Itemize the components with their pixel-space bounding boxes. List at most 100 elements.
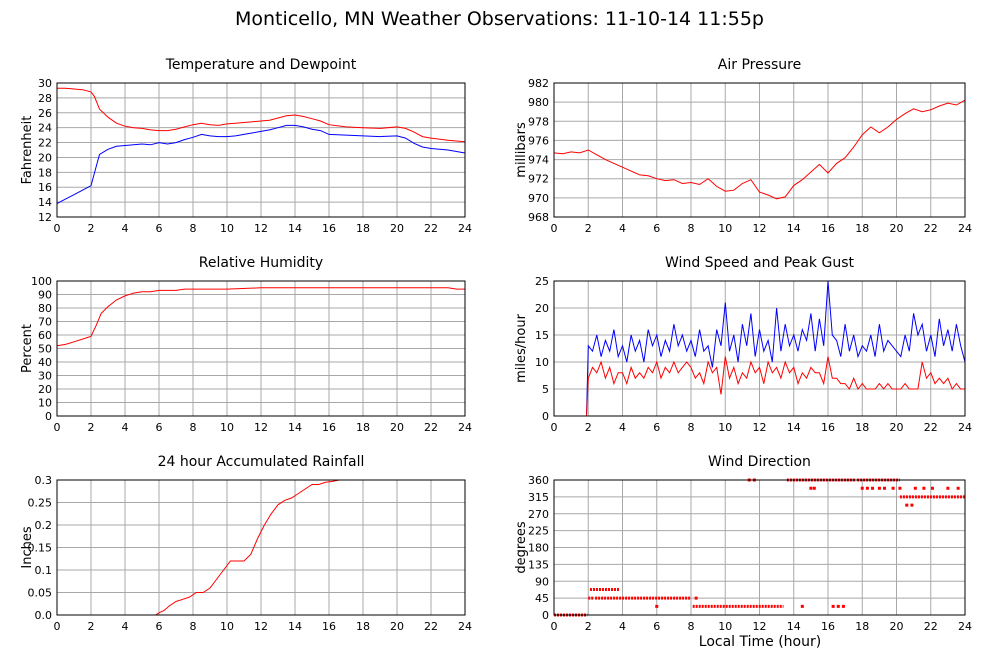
panel-title: Relative Humidity [199, 255, 323, 271]
x-tick-label: 0 [551, 222, 558, 235]
y-tick-label: 40 [38, 356, 52, 369]
x-tick-label: 22 [924, 421, 938, 434]
x-tick-label: 0 [551, 421, 558, 434]
x-tick-label: 6 [653, 620, 660, 633]
y-axis-label: miles/hour [514, 313, 529, 382]
y-tick-label: 974 [528, 154, 549, 167]
y-tick-label: 0 [45, 410, 52, 423]
y-axis-label: Fahrenheit [20, 116, 35, 185]
x-tick-label: 2 [88, 222, 95, 235]
x-tick-label: 2 [585, 620, 592, 633]
y-tick-label: 10 [38, 397, 52, 410]
y-tick-label: 12 [38, 211, 52, 224]
x-tick-label: 24 [458, 222, 472, 235]
x-tick-label: 2 [585, 222, 592, 235]
x-tick-label: 24 [458, 620, 472, 633]
y-tick-label: 90 [535, 575, 549, 588]
x-tick-label: 6 [653, 222, 660, 235]
x-tick-label: 14 [787, 222, 801, 235]
data-point [905, 503, 909, 507]
data-point [800, 604, 804, 608]
y-tick-label: 968 [528, 211, 549, 224]
x-tick-label: 2 [585, 421, 592, 434]
data-point [831, 604, 835, 608]
y-tick-label: 0.3 [35, 474, 53, 487]
series-line-2 [554, 356, 965, 417]
x-tick-label: 12 [254, 421, 268, 434]
y-tick-label: 225 [528, 525, 549, 538]
x-tick-label: 0 [54, 222, 61, 235]
x-tick-label: 14 [787, 620, 801, 633]
data-point [809, 486, 813, 490]
y-tick-label: 26 [38, 107, 52, 120]
y-tick-label: 0.25 [28, 497, 53, 510]
y-tick-label: 0.1 [35, 564, 53, 577]
y-axis-label: degrees [514, 521, 529, 574]
x-tick-label: 2 [88, 620, 95, 633]
x-tick-label: 10 [220, 421, 234, 434]
x-tick-label: 10 [718, 222, 732, 235]
x-tick-label: 2 [88, 421, 95, 434]
y-tick-label: 20 [38, 151, 52, 164]
x-tick-label: 18 [855, 421, 869, 434]
x-tick-label: 16 [322, 620, 336, 633]
x-tick-label: 14 [288, 222, 302, 235]
data-point [946, 486, 950, 490]
y-tick-label: 970 [528, 192, 549, 205]
series-line-1 [57, 87, 466, 143]
x-tick-label: 8 [688, 222, 695, 235]
series-line-1 [554, 280, 966, 417]
data-point [913, 486, 917, 490]
x-axis-label: Local Time (hour) [698, 634, 822, 650]
x-tick-label: 6 [156, 620, 163, 633]
x-tick-label: 6 [156, 421, 163, 434]
x-tick-label: 20 [390, 222, 404, 235]
x-tick-label: 4 [619, 620, 626, 633]
data-point [812, 486, 816, 490]
series-line-2 [56, 124, 466, 205]
panel-title: Air Pressure [718, 57, 801, 73]
plot-frame [553, 479, 966, 616]
x-tick-label: 0 [551, 620, 558, 633]
y-tick-label: 315 [528, 491, 549, 504]
y-tick-label: 180 [528, 542, 549, 555]
data-point [891, 486, 895, 490]
panel-title: Wind Speed and Peak Gust [665, 255, 854, 271]
panel-title: 24 hour Accumulated Rainfall [158, 454, 365, 470]
y-tick-label: 45 [535, 592, 549, 605]
x-tick-label: 12 [753, 421, 767, 434]
series-line-1 [56, 287, 465, 347]
x-tick-label: 24 [458, 421, 472, 434]
x-tick-label: 22 [424, 421, 438, 434]
y-tick-label: 50 [38, 343, 52, 356]
plot-frame [553, 280, 966, 417]
x-tick-label: 18 [356, 222, 370, 235]
x-tick-label: 8 [688, 421, 695, 434]
x-tick-label: 14 [787, 421, 801, 434]
x-tick-label: 16 [821, 421, 835, 434]
x-tick-label: 18 [356, 620, 370, 633]
x-tick-label: 4 [122, 222, 129, 235]
y-tick-label: 10 [535, 356, 549, 369]
x-tick-label: 20 [390, 421, 404, 434]
panel-title: Temperature and Dewpoint [165, 57, 357, 73]
series-line-1 [553, 99, 966, 200]
x-tick-label: 16 [821, 222, 835, 235]
x-tick-label: 18 [855, 222, 869, 235]
y-tick-label: 24 [38, 122, 52, 135]
x-tick-label: 24 [958, 222, 972, 235]
data-point [655, 604, 659, 608]
data-point [898, 486, 902, 490]
x-tick-label: 12 [254, 222, 268, 235]
data-point [922, 486, 926, 490]
x-tick-label: 12 [753, 222, 767, 235]
x-tick-label: 4 [619, 222, 626, 235]
y-tick-label: 20 [535, 302, 549, 315]
x-tick-label: 8 [190, 620, 197, 633]
x-tick-label: 4 [122, 421, 129, 434]
data-point [930, 486, 934, 490]
y-tick-label: 270 [528, 508, 549, 521]
